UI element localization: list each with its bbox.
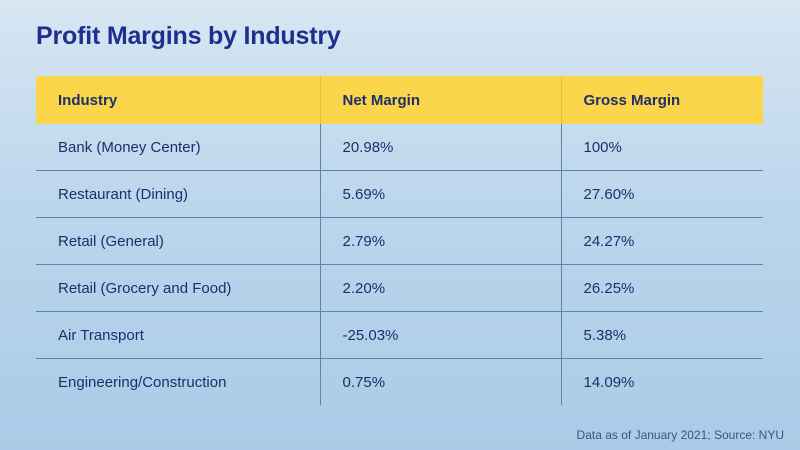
cell-gross-margin: 100% (560, 124, 763, 171)
cell-net-margin: -25.03% (319, 311, 561, 359)
cell-gross-margin: 14.09% (560, 358, 763, 405)
cell-industry: Restaurant (Dining) (36, 170, 320, 218)
table-row: Retail (General) 2.79% 24.27% (36, 217, 763, 265)
profit-margins-table: Industry Net Margin Gross Margin Bank (M… (36, 76, 763, 405)
cell-net-margin: 2.20% (319, 264, 561, 312)
table-header: Industry Net Margin Gross Margin (36, 76, 763, 124)
table-row: Bank (Money Center) 20.98% 100% (36, 124, 763, 171)
header-gross-margin: Gross Margin (560, 76, 763, 124)
cell-net-margin: 0.75% (319, 358, 561, 405)
cell-industry: Retail (Grocery and Food) (36, 264, 320, 312)
cell-net-margin: 5.69% (319, 170, 561, 218)
cell-gross-margin: 24.27% (560, 217, 763, 265)
cell-gross-margin: 5.38% (560, 311, 763, 359)
table-row: Restaurant (Dining) 5.69% 27.60% (36, 170, 763, 218)
cell-gross-margin: 27.60% (560, 170, 763, 218)
cell-gross-margin: 26.25% (560, 264, 763, 312)
cell-industry: Air Transport (36, 311, 320, 359)
header-row: Industry Net Margin Gross Margin (36, 76, 763, 124)
cell-industry: Engineering/Construction (36, 358, 320, 405)
header-industry: Industry (36, 76, 320, 124)
table-body: Bank (Money Center) 20.98% 100% Restaura… (36, 124, 763, 405)
cell-net-margin: 2.79% (319, 217, 561, 265)
cell-industry: Bank (Money Center) (58, 138, 201, 156)
header-net-margin: Net Margin (319, 76, 561, 124)
chart-title: Profit Margins by Industry (36, 22, 341, 50)
table-row: Retail (Grocery and Food) 2.20% 26.25% (36, 264, 763, 312)
cell-net-margin: 20.98% (319, 124, 561, 171)
cell-industry: Retail (General) (36, 217, 320, 265)
table-row: Air Transport -25.03% 5.38% (36, 311, 763, 359)
table-row: Engineering/Construction 0.75% 14.09% (36, 358, 763, 405)
source-note: Data as of January 2021; Source: NYU (576, 428, 784, 442)
